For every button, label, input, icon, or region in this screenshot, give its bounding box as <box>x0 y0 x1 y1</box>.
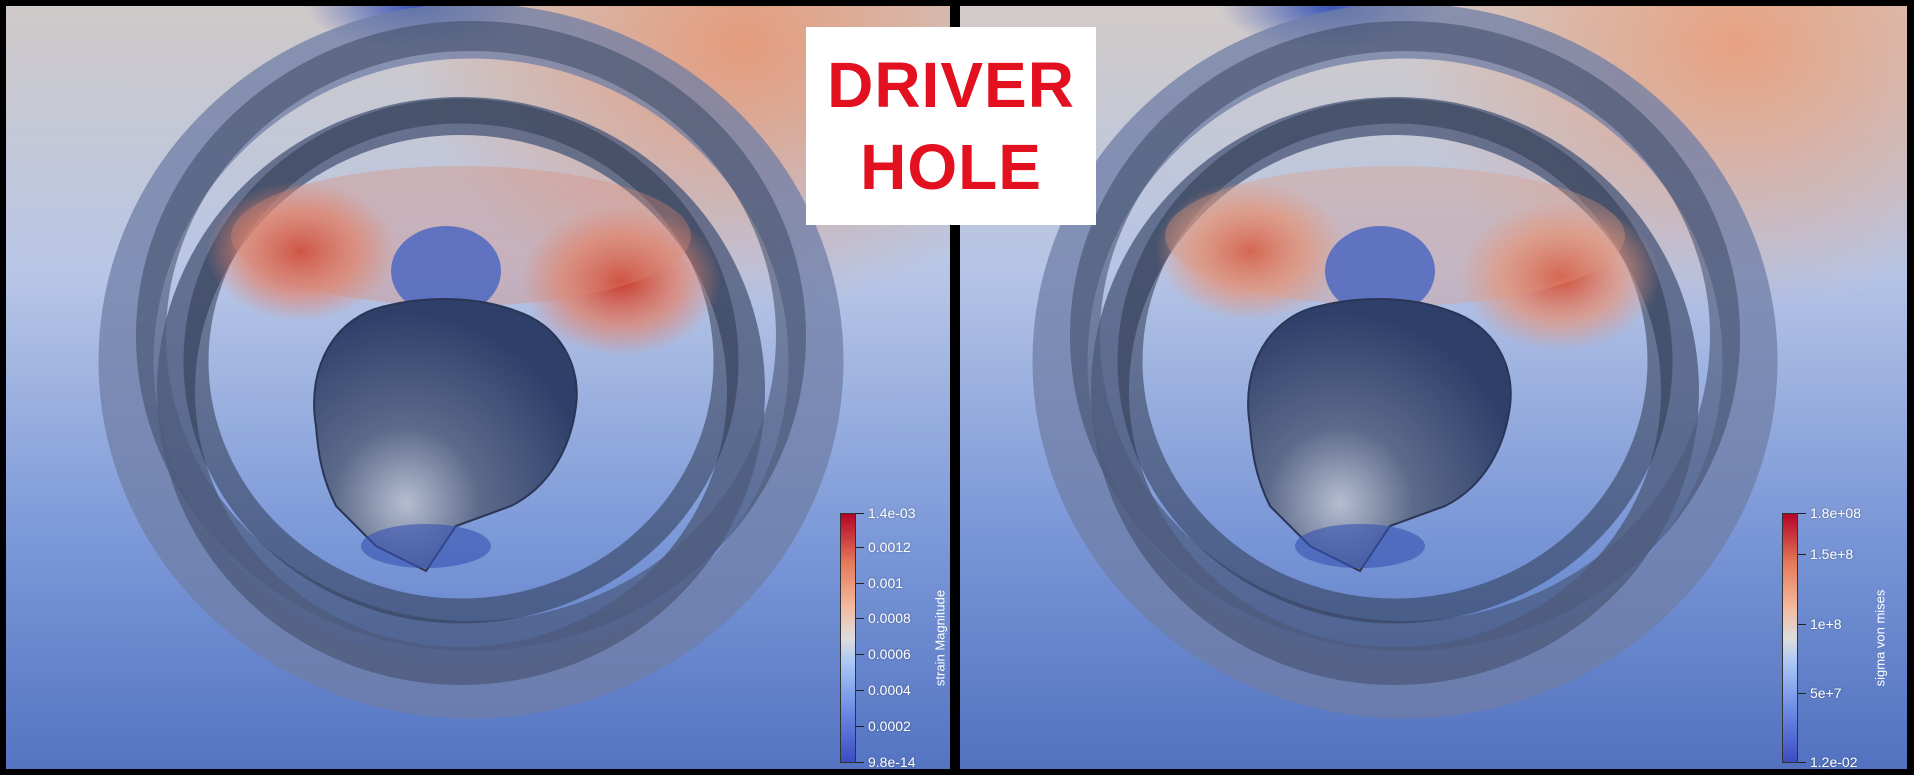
color-legend: 1.4e-03 0.0012 0.001 0.0008 0.0006 0.000… <box>840 505 950 769</box>
title-line-2: HOLE <box>860 131 1042 203</box>
color-scale-bar <box>1782 513 1798 763</box>
title-label-box: DRIVER HOLE <box>806 27 1096 225</box>
color-legend: 1.8e+08 1.5e+8 1e+8 5e+7 1.2e-02 sigma v… <box>1782 505 1902 769</box>
stress-field-image <box>960 6 1907 769</box>
strain-field-image <box>6 6 950 769</box>
legend-title: sigma von mises <box>1872 589 1888 687</box>
strain-magnitude-render: 1.4e-03 0.0012 0.001 0.0008 0.0006 0.000… <box>6 6 950 769</box>
von-mises-stress-render: 1.8e+08 1.5e+8 1e+8 5e+7 1.2e-02 sigma v… <box>960 6 1907 769</box>
color-scale-bar <box>840 513 856 763</box>
legend-title: strain Magnitude <box>932 589 948 687</box>
title-line-1: DRIVER <box>827 49 1075 121</box>
